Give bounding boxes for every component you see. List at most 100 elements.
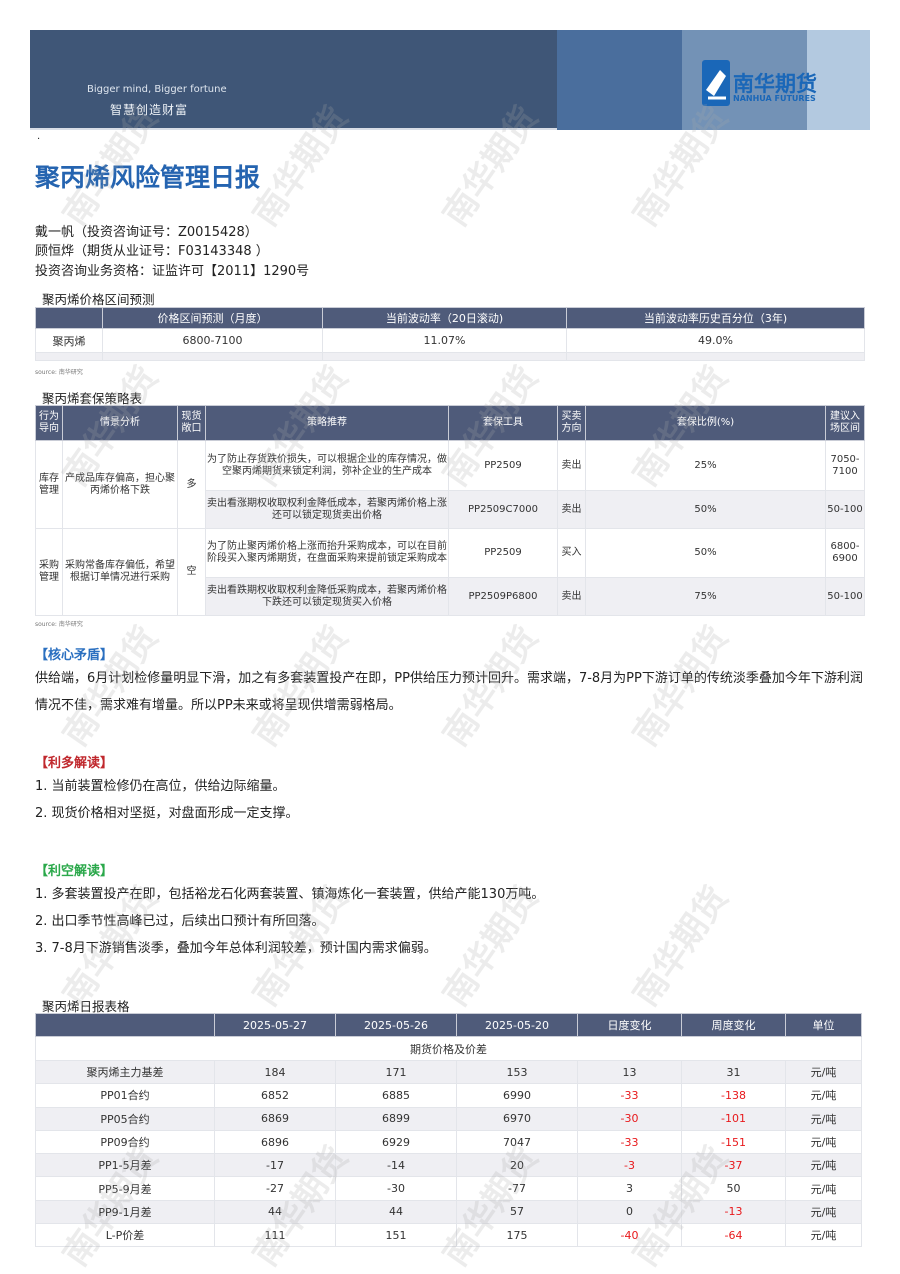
cell: -14 <box>335 1153 457 1178</box>
bearish-item: 3. 7-8月下游销售淡季，叠加今年总体利润较差，预计国内需求偏弱。 <box>35 941 437 956</box>
cell: 171 <box>335 1059 457 1085</box>
header-cell: 买卖方向 <box>557 405 586 441</box>
hedge-strategy-table: 行为导向 情景分析 现货敞口 策略推荐 套保工具 买卖方向 套保比例(%) 建议… <box>35 405 865 616</box>
cell: 为了防止聚丙烯价格上涨而抬升采购成本，可以在目前阶段买入聚丙烯期货，在盘面采购来… <box>205 528 449 578</box>
cell: 25% <box>585 440 826 491</box>
header-cell <box>35 307 103 329</box>
header-cell: 单位 <box>785 1013 862 1037</box>
table-row: PP9-1月差 44 44 57 0 -13 元/吨 <box>35 1199 862 1225</box>
license-line: 投资咨询业务资格：证监许可【2011】1290号 <box>35 264 310 279</box>
source-note: source: 南华研究 <box>35 369 83 376</box>
dot: · <box>37 134 41 145</box>
cell: 3 <box>577 1176 682 1201</box>
cell: 6852 <box>214 1083 336 1108</box>
cell: 0 <box>577 1199 682 1225</box>
cell: L-P价差 <box>35 1223 215 1248</box>
slogan-cn: 智慧创造财富 <box>110 103 189 117</box>
cell: 元/吨 <box>785 1223 862 1248</box>
header-cell: 当前波动率历史百分位（3年) <box>566 307 865 329</box>
cell: -13 <box>681 1199 786 1225</box>
section-row: 期货价格及价差 <box>35 1036 862 1061</box>
cell: 元/吨 <box>785 1176 862 1201</box>
table-row: PP01合约 6852 6885 6990 -33 -138 元/吨 <box>35 1083 862 1108</box>
cell: 6800-7100 <box>102 328 323 353</box>
logo-text: 南华期货 <box>733 72 817 96</box>
logo-text-en: NANHUA FUTURES <box>733 94 816 103</box>
cell: 6970 <box>456 1106 578 1131</box>
cell: -27 <box>214 1176 336 1201</box>
cell: 元/吨 <box>785 1153 862 1178</box>
cell: 为了防止存货跌价损失，可以根据企业的库存情况，做空聚丙烯期货来锁定利润，弥补企业… <box>205 440 449 491</box>
cell: -151 <box>681 1129 786 1155</box>
cell: 产成品库存偏高，担心聚丙烯价格下跌 <box>62 440 178 529</box>
cell: 6869 <box>214 1106 336 1131</box>
slogan-en: Bigger mind, Bigger fortune <box>87 84 227 95</box>
cell: 卖出 <box>557 577 586 616</box>
header-cell: 套保工具 <box>448 405 558 441</box>
cell: PP2509 <box>448 440 558 491</box>
cell: PP01合约 <box>35 1083 215 1108</box>
cell: 50-100 <box>825 490 865 529</box>
cell: 31 <box>681 1059 786 1085</box>
cell: -33 <box>577 1083 682 1108</box>
cell: -40 <box>577 1223 682 1248</box>
cell: 6896 <box>214 1129 336 1155</box>
daily-report-table: 2025-05-27 2025-05-26 2025-05-20 日度变化 周度… <box>35 1013 862 1248</box>
author-line: 戴一帆（投资咨询证号：Z0015428） <box>35 225 258 240</box>
cell: 采购常备库存偏低，希望根据订单情况进行采购 <box>62 528 178 616</box>
cell: 50% <box>585 490 826 529</box>
core-heading: 【核心矛盾】 <box>35 648 114 663</box>
header-cell: 周度变化 <box>681 1013 786 1037</box>
cell: 聚丙烯主力基差 <box>35 1059 215 1085</box>
cell: 50 <box>681 1176 786 1201</box>
cell: 57 <box>456 1199 578 1225</box>
cell: 175 <box>456 1223 578 1248</box>
cell: 13 <box>577 1059 682 1085</box>
logo-icon <box>702 60 730 106</box>
cell: 库存管理 <box>35 440 63 529</box>
section-title: 聚丙烯套保策略表 <box>42 391 143 406</box>
table-row: L-P价差 111 151 175 -40 -64 元/吨 <box>35 1223 862 1248</box>
header-cell: 日度变化 <box>577 1013 682 1037</box>
cell: 卖出看涨期权收取权利金降低成本，若聚丙烯价格上涨还可以锁定现货卖出价格 <box>205 490 449 529</box>
cell: 6929 <box>335 1129 457 1155</box>
table-row: PP09合约 6896 6929 7047 -33 -151 元/吨 <box>35 1129 862 1155</box>
banner-band <box>807 30 870 130</box>
section-title: 聚丙烯日报表格 <box>42 999 130 1014</box>
header-cell: 2025-05-26 <box>335 1013 457 1037</box>
cell: PP09合约 <box>35 1129 215 1155</box>
cell: 元/吨 <box>785 1059 862 1085</box>
cell: 7047 <box>456 1129 578 1155</box>
source-note: source: 南华研究 <box>35 621 83 628</box>
cell: 元/吨 <box>785 1129 862 1155</box>
table-row: 聚丙烯主力基差 184 171 153 13 31 元/吨 <box>35 1059 862 1085</box>
cell: -101 <box>681 1106 786 1131</box>
cell: -138 <box>681 1083 786 1108</box>
cell: 111 <box>214 1223 336 1248</box>
cell: -77 <box>456 1176 578 1201</box>
cell: 多 <box>177 440 206 529</box>
cell: 空 <box>177 528 206 616</box>
cell: 153 <box>456 1059 578 1085</box>
cell: -37 <box>681 1153 786 1178</box>
bearish-heading: 【利空解读】 <box>35 864 114 879</box>
table-row: PP1-5月差 -17 -14 20 -3 -37 元/吨 <box>35 1153 862 1178</box>
cell: 卖出看跌期权收取权利金降低采购成本，若聚丙烯价格下跌还可以锁定现货买入价格 <box>205 577 449 616</box>
bullish-item: 1. 当前装置检修仍在高位，供给边际缩量。 <box>35 779 286 794</box>
cell: PP1-5月差 <box>35 1153 215 1178</box>
bullish-item: 2. 现货价格相对坚挺，对盘面形成一定支撑。 <box>35 806 299 821</box>
cell: 6885 <box>335 1083 457 1108</box>
cell: 元/吨 <box>785 1106 862 1131</box>
table-row: PP05合约 6869 6899 6970 -30 -101 元/吨 <box>35 1106 862 1131</box>
header-cell: 建议入场区间 <box>825 405 865 441</box>
core-paragraph: 供给端，6月计划检修量明显下滑，加之有多套装置投产在即，PP供给压力预计回升。需… <box>35 671 863 713</box>
header-cell: 情景分析 <box>62 405 178 441</box>
header-banner: Bigger mind, Bigger fortune 智慧创造财富 南华期货 … <box>30 30 870 130</box>
bearish-item: 1. 多套装置投产在即，包括裕龙石化两套装置、镇海炼化一套装置，供给产能130万… <box>35 887 545 902</box>
cell: 50% <box>585 528 826 578</box>
cell: PP2509 <box>448 528 558 578</box>
banner-band <box>557 30 682 130</box>
cell: -64 <box>681 1223 786 1248</box>
cell: -30 <box>577 1106 682 1131</box>
bearish-item: 2. 出口季节性高峰已过，后续出口预计有所回落。 <box>35 914 325 929</box>
